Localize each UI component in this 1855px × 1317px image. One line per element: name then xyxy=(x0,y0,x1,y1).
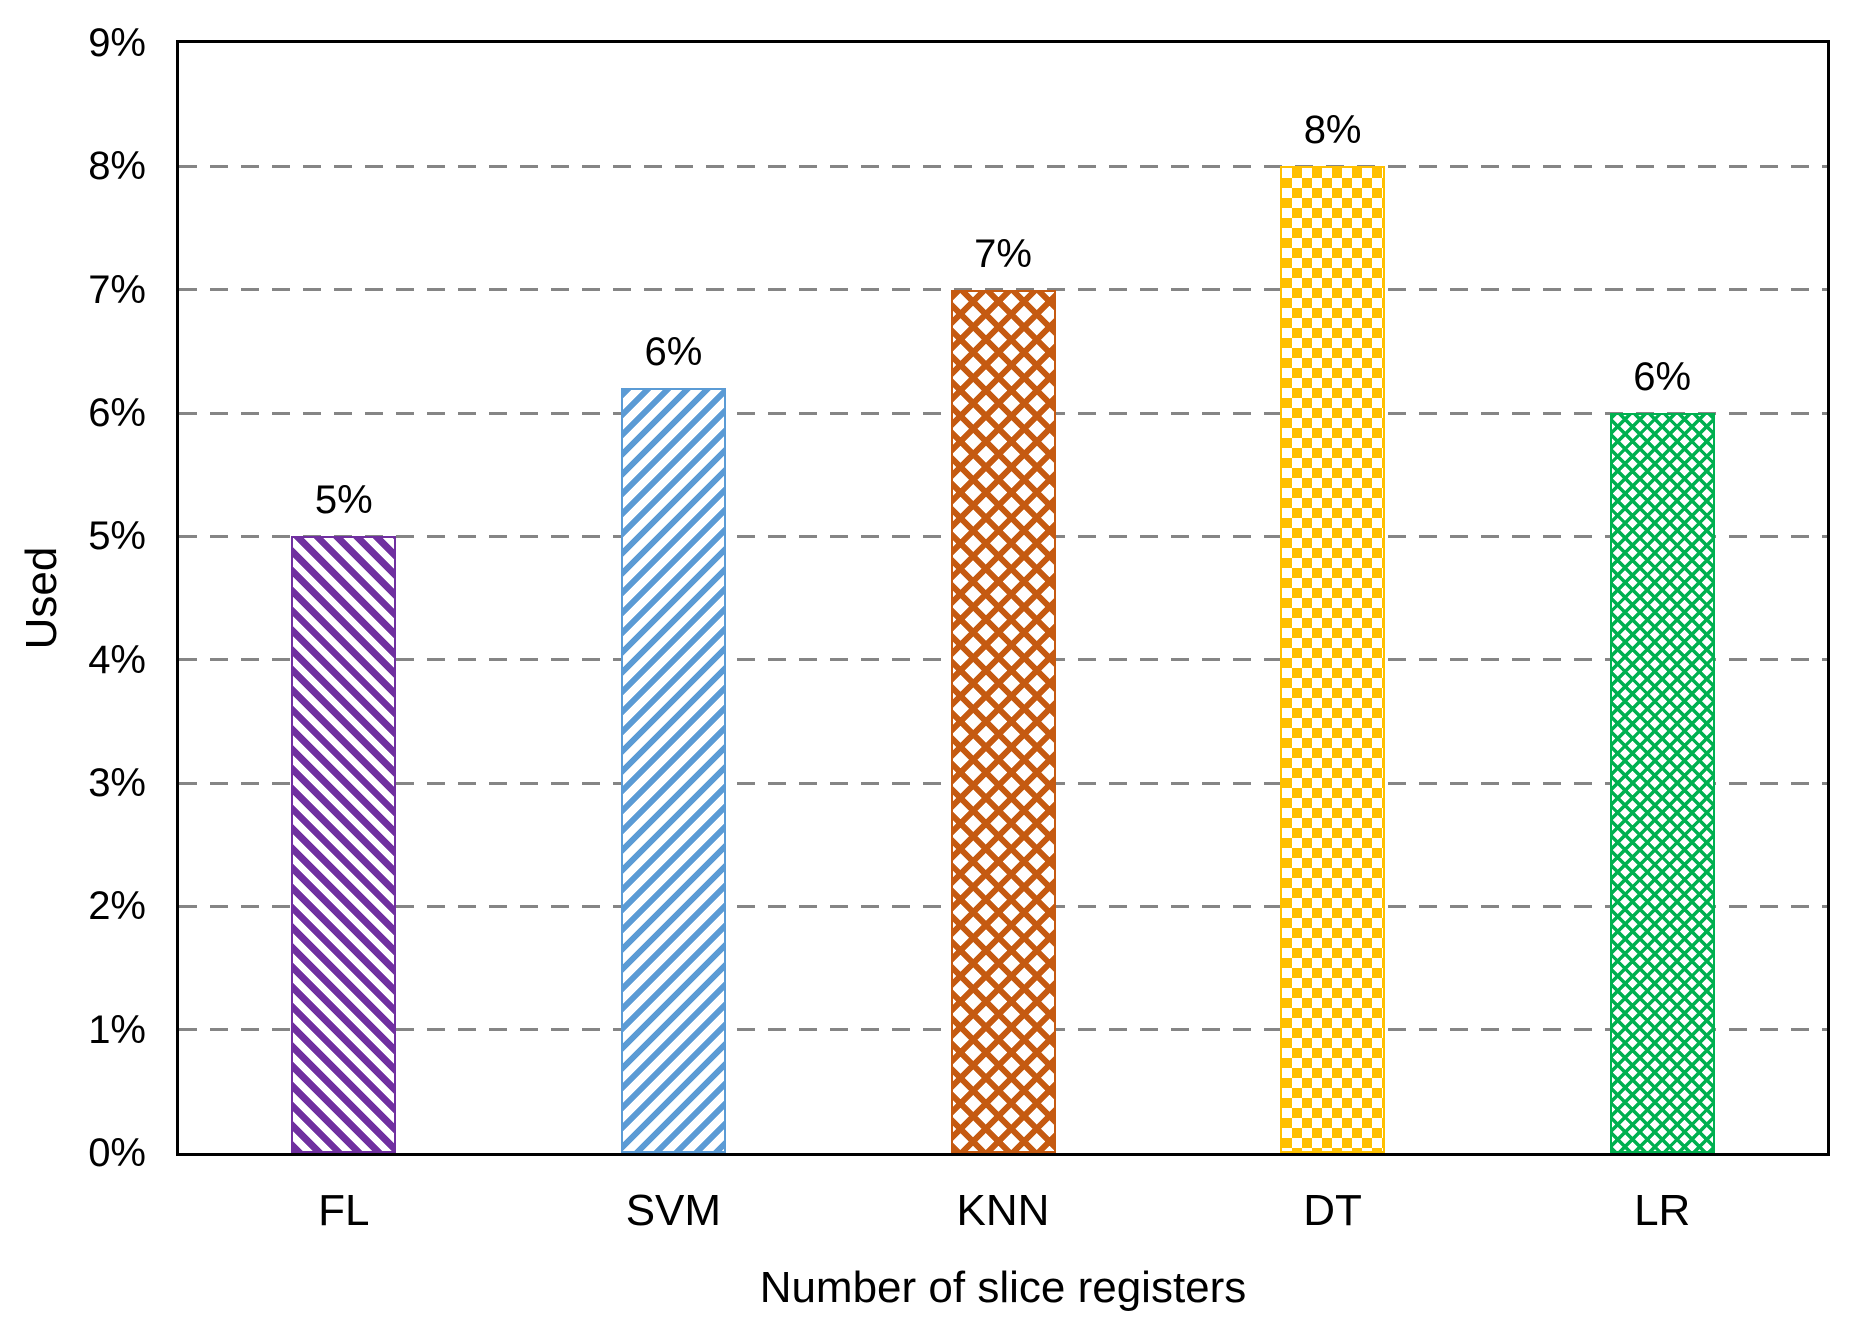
y-tick-label-9: 9% xyxy=(88,21,146,65)
bar-value-label-knn: 7% xyxy=(974,231,1032,276)
y-tick-label-6: 6% xyxy=(88,391,146,435)
bar-knn xyxy=(950,289,1056,1153)
gridline-8pct xyxy=(179,164,1827,168)
bar-dt xyxy=(1280,166,1386,1153)
y-tick-label-7: 7% xyxy=(88,267,146,312)
bar-value-label-lr: 6% xyxy=(1633,355,1692,399)
y-tick-label-0: 0% xyxy=(88,1131,146,1175)
x-axis-title: Number of slice registers xyxy=(759,1263,1247,1312)
bar-lr xyxy=(1609,413,1715,1153)
y-tick-label-2: 2% xyxy=(88,884,146,929)
gridline-7pct xyxy=(179,288,1827,292)
bar-svm xyxy=(620,388,726,1153)
plot-area: 5% 6% 7% 8% 6% xyxy=(176,40,1830,1156)
bar-value-label-fl: 5% xyxy=(314,478,373,523)
bar-fl xyxy=(291,536,397,1153)
y-tick-label-8: 8% xyxy=(88,144,146,189)
y-tick-label-4: 4% xyxy=(88,637,146,682)
x-category-label-knn: KNN xyxy=(956,1186,1050,1235)
x-category-label-svm: SVM xyxy=(625,1186,722,1235)
y-tick-label-3: 3% xyxy=(88,761,146,805)
y-tick-label-5: 5% xyxy=(88,514,146,559)
bar-value-label-dt: 8% xyxy=(1303,108,1362,153)
y-tick-label-1: 1% xyxy=(88,1007,146,1052)
x-category-label-lr: LR xyxy=(1634,1186,1691,1235)
x-category-label-fl: FL xyxy=(318,1186,370,1235)
bar-value-label-svm: 6% xyxy=(644,330,703,375)
x-category-label-dt: DT xyxy=(1303,1186,1362,1235)
